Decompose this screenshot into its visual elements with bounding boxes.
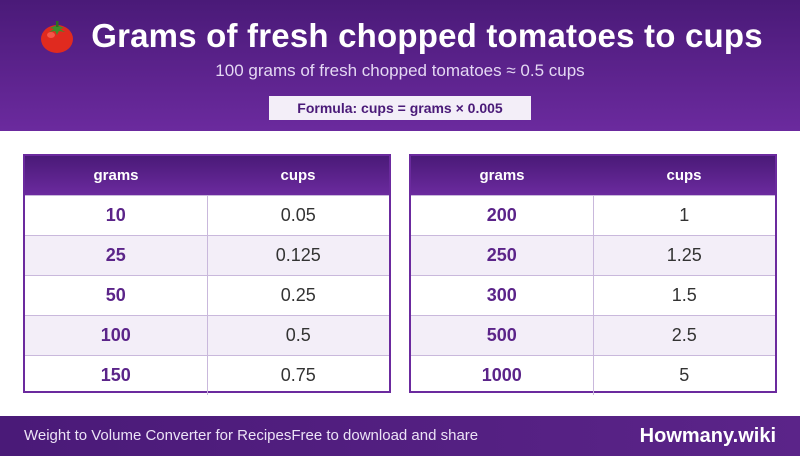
column-header-cups: cups	[280, 167, 316, 184]
table-body: 200 1 250 1.25 300 1.5 500 2.5 1000 5	[411, 195, 775, 395]
cups-cell: 0.5	[285, 325, 311, 345]
cups-cell: 2.5	[671, 325, 697, 345]
cups-cell: 5	[679, 365, 690, 385]
cups-cell: 0.125	[275, 245, 321, 265]
footer: Weight to Volume Converter for RecipesFr…	[0, 416, 800, 456]
table-row: 10 0.05	[25, 195, 389, 235]
grams-cell: 10	[25, 196, 208, 235]
table-row: 50 0.25	[25, 275, 389, 315]
table-row: 1000 5	[411, 355, 775, 395]
cups-cell: 1.25	[666, 245, 702, 265]
table-row: 500 2.5	[411, 315, 775, 355]
grams-cell: 250	[411, 236, 594, 275]
column-header-grams: grams	[93, 167, 139, 184]
table-header: grams cups	[411, 156, 775, 195]
table-row: 150 0.75	[25, 355, 389, 395]
conversion-table-left: grams cups 10 0.05 25 0.125 50 0.25 100 …	[23, 154, 391, 395]
table-row: 250 1.25	[411, 235, 775, 275]
page-title: Grams of fresh chopped tomatoes to cups	[91, 17, 763, 54]
footer-tagline: Weight to Volume Converter for RecipesFr…	[24, 427, 479, 444]
grams-cell: 300	[411, 276, 594, 315]
grams-cell: 150	[25, 356, 208, 395]
column-header-grams: grams	[479, 167, 525, 184]
grams-cell: 100	[25, 316, 208, 355]
subtitle: 100 grams of fresh chopped tomatoes ≈ 0.…	[215, 61, 585, 80]
tomato-icon	[37, 16, 77, 56]
cups-cell: 1	[679, 205, 690, 225]
cups-cell: 0.75	[280, 365, 316, 385]
cups-cell: 0.25	[280, 285, 316, 305]
title-row: Grams of fresh chopped tomatoes to cups	[0, 14, 800, 58]
formula-badge: Formula: cups = grams × 0.005	[269, 96, 531, 120]
conversion-table-right: grams cups 200 1 250 1.25 300 1.5 500 2.…	[409, 154, 777, 395]
grams-cell: 25	[25, 236, 208, 275]
header: Grams of fresh chopped tomatoes to cups …	[0, 0, 800, 131]
grams-cell: 1000	[411, 356, 594, 395]
grams-cell: 200	[411, 196, 594, 235]
cups-cell: 0.05	[280, 205, 316, 225]
table-header: grams cups	[25, 156, 389, 195]
table-row: 25 0.125	[25, 235, 389, 275]
grams-cell: 50	[25, 276, 208, 315]
table-row: 200 1	[411, 195, 775, 235]
table-row: 100 0.5	[25, 315, 389, 355]
site-brand[interactable]: Howmany.wiki	[639, 425, 776, 447]
cups-cell: 1.5	[671, 285, 697, 305]
column-header-cups: cups	[666, 167, 702, 184]
grams-cell: 500	[411, 316, 594, 355]
table-body: 10 0.05 25 0.125 50 0.25 100 0.5 150 0.7…	[25, 195, 389, 395]
table-row: 300 1.5	[411, 275, 775, 315]
